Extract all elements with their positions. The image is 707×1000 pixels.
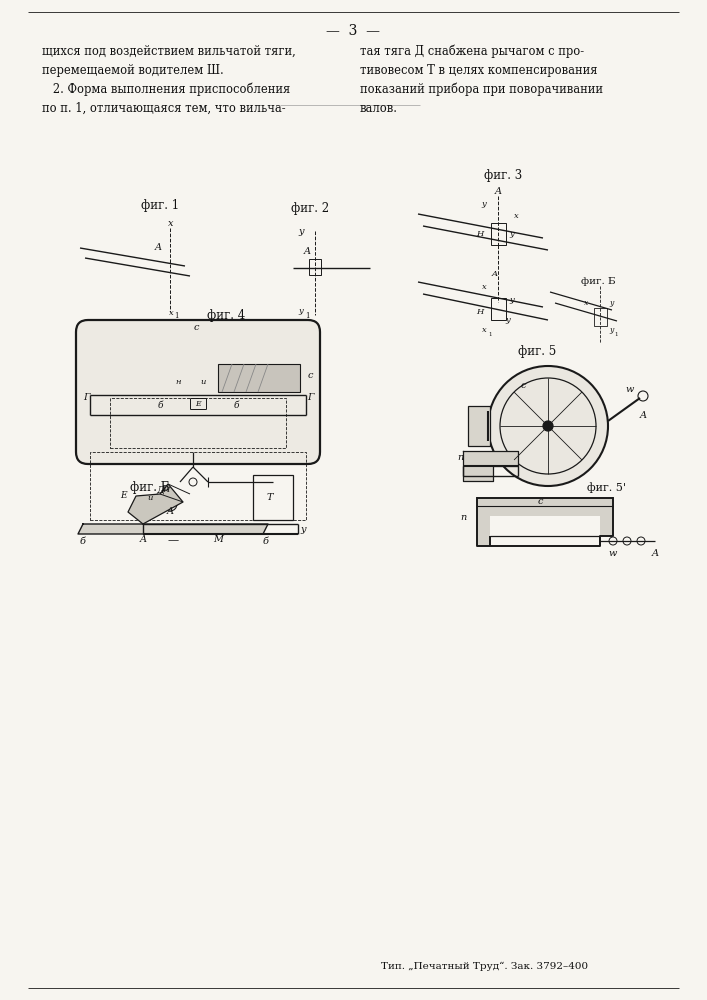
Bar: [309, 259, 321, 275]
Text: A: A: [492, 270, 498, 278]
Text: y: y: [609, 299, 613, 307]
Text: A: A: [155, 243, 161, 252]
Circle shape: [543, 421, 553, 431]
Bar: [594, 308, 607, 326]
Text: фиг. Б: фиг. Б: [130, 481, 170, 494]
Text: —: —: [168, 535, 179, 545]
Text: x: x: [584, 299, 588, 307]
Polygon shape: [128, 484, 183, 524]
Text: 1: 1: [174, 312, 178, 320]
Text: A: A: [640, 412, 646, 420]
Bar: [491, 223, 506, 245]
Text: тивовесом Т в целях компенсирования: тивовесом Т в целях компенсирования: [360, 64, 597, 77]
Text: u: u: [147, 494, 153, 502]
Text: б: б: [80, 538, 86, 546]
Text: и: и: [200, 378, 206, 386]
Text: A: A: [139, 536, 146, 544]
Text: перемещаемой водителем Ш.: перемещаемой водителем Ш.: [42, 64, 223, 77]
Text: y: y: [510, 296, 515, 304]
Text: y: y: [298, 227, 304, 235]
Text: Тип. „Печатный Труд“. Зак. 3792–400: Тип. „Печатный Труд“. Зак. 3792–400: [382, 961, 588, 971]
Text: 2. Форма выполнения приспособления: 2. Форма выполнения приспособления: [42, 83, 291, 97]
Text: x: x: [481, 326, 486, 334]
Text: c: c: [520, 381, 526, 390]
Bar: [110, 398, 286, 448]
Text: показаний прибора при поворачивании: показаний прибора при поворачивании: [360, 83, 603, 97]
Text: б: б: [263, 538, 269, 546]
Text: A: A: [167, 508, 173, 516]
Text: 1: 1: [614, 332, 618, 336]
Text: п: п: [460, 514, 466, 522]
Text: A: A: [494, 188, 501, 196]
Text: фиг. 4: фиг. 4: [207, 309, 245, 322]
Polygon shape: [78, 524, 268, 534]
Bar: [491, 298, 506, 320]
Text: E: E: [195, 400, 201, 408]
Circle shape: [488, 366, 608, 486]
Text: y: y: [298, 307, 303, 315]
Text: Г: Г: [83, 393, 89, 402]
Text: H: H: [477, 308, 484, 316]
Text: валов.: валов.: [360, 102, 398, 115]
Text: y: y: [481, 200, 486, 208]
FancyBboxPatch shape: [76, 320, 320, 464]
Text: фиг. 5': фиг. 5': [587, 482, 626, 493]
Text: Г: Г: [307, 393, 313, 402]
Text: по п. 1, отличающаяся тем, что вильча-: по п. 1, отличающаяся тем, что вильча-: [42, 102, 286, 115]
Text: T: T: [267, 492, 273, 502]
Text: y: y: [510, 230, 515, 238]
Text: y: y: [609, 326, 613, 334]
Text: фиг. 5: фиг. 5: [518, 345, 556, 358]
Text: c: c: [537, 497, 543, 506]
Polygon shape: [463, 451, 518, 481]
Text: w: w: [609, 548, 617, 558]
Text: щихся под воздействием вильчатой тяги,: щихся под воздействием вильчатой тяги,: [42, 45, 296, 58]
Text: c: c: [308, 370, 312, 379]
Text: A: A: [303, 246, 310, 255]
Bar: [490, 516, 600, 546]
Text: н: н: [175, 378, 181, 386]
Text: y: y: [300, 524, 305, 534]
Text: фиг. Б: фиг. Б: [580, 277, 615, 286]
Text: x: x: [513, 212, 518, 220]
Text: 1: 1: [305, 312, 309, 320]
Bar: [253, 475, 293, 520]
Text: w: w: [626, 385, 634, 394]
Text: M: M: [213, 536, 223, 544]
Text: Д: Д: [156, 486, 164, 494]
Text: H: H: [477, 230, 484, 238]
Text: тая тяга Д снабжена рычагом с про-: тая тяга Д снабжена рычагом с про-: [360, 45, 584, 58]
Bar: [218, 364, 300, 392]
Text: б: б: [233, 400, 239, 410]
Text: H: H: [163, 486, 170, 494]
Text: x: x: [481, 283, 486, 291]
Text: фиг. 3: фиг. 3: [484, 169, 522, 182]
Text: фиг. 2: фиг. 2: [291, 202, 329, 215]
Polygon shape: [477, 498, 613, 546]
Text: y: y: [506, 316, 510, 324]
Text: x: x: [169, 309, 173, 317]
Text: фиг. 1: фиг. 1: [141, 199, 179, 212]
Text: x: x: [168, 220, 174, 229]
Bar: [468, 406, 490, 446]
Text: A: A: [651, 548, 658, 558]
Text: б: б: [157, 400, 163, 410]
Text: —  3  —: — 3 —: [326, 24, 380, 38]
Text: п: п: [457, 454, 463, 462]
Text: 1: 1: [489, 332, 492, 338]
Text: c: c: [193, 324, 199, 332]
Text: E: E: [119, 491, 127, 500]
Bar: [90, 452, 306, 520]
